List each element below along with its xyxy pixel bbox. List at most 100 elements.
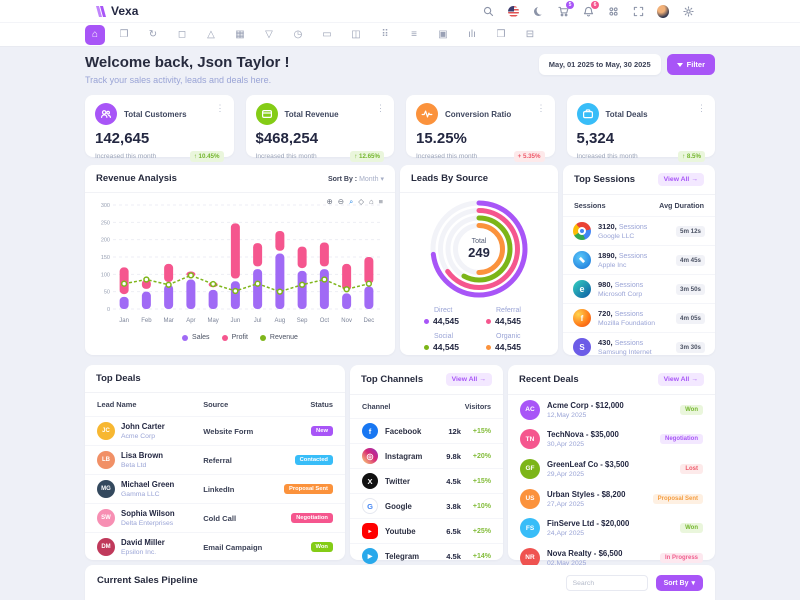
briefcase-icon[interactable]: ◫ [351, 29, 361, 40]
fullscreen-icon[interactable] [632, 5, 644, 17]
stat-card-conversion-ratio: Conversion Ratio ⋮ 15.25% Increased this… [406, 95, 555, 162]
card-menu-icon[interactable]: ⋮ [536, 103, 546, 113]
list-item[interactable]: GF GreenLeaf Co - $3,500 29,Apr 2025 Lost [508, 454, 715, 484]
list-item[interactable]: AC Acme Corp - $12,000 12,May 2025 Won [508, 395, 715, 425]
settings-gear-icon[interactable] [682, 5, 694, 17]
analytics-bars-icon[interactable]: ılı [468, 29, 476, 40]
shapes-icon[interactable]: △ [207, 29, 215, 40]
list-item[interactable]: US Urban Styles - $8,200 27,Apr 2025 Prop… [508, 484, 715, 514]
stat-value: $468,254 [255, 130, 319, 147]
apps-icon[interactable]: ⠿ [381, 29, 389, 40]
archive-icon[interactable]: ⊟ [525, 29, 535, 40]
sessions-column-headers: Sessions Avg Duration [563, 195, 715, 217]
table-row[interactable]: SW Sophia Wilson Delta Enterprises Cold C… [85, 504, 345, 533]
layers-icon[interactable]: ≡ [411, 29, 417, 40]
stat-cards: Total Customers ⋮ 142,645 Increased this… [85, 95, 715, 162]
table-row[interactable]: LB Lisa Brown Beta Ltd Referral Contacted [85, 446, 345, 475]
selection-zoom-icon[interactable]: ⌕ [349, 197, 354, 206]
funnel-icon[interactable]: ▽ [265, 29, 273, 40]
brand-logo[interactable]: Vexa [95, 4, 138, 18]
apps-grid-icon[interactable] [607, 5, 619, 17]
table-row[interactable]: DM David Miller Epsilon Inc. Email Campai… [85, 533, 345, 561]
session-row[interactable]: e 980, Sessions Microsoft Corp 3m 50s [563, 275, 715, 304]
us-flag-icon[interactable] [507, 5, 519, 17]
sort-by-dropdown[interactable]: Sort By : Month ▾ [327, 175, 384, 183]
svg-text:Nov: Nov [341, 318, 352, 324]
twitter-x-icon: X [362, 473, 378, 489]
svg-text:50: 50 [104, 290, 110, 296]
session-row[interactable]: 3120, Sessions Google LLC 5m 12s [563, 217, 715, 246]
reset-home-icon[interactable]: ⌂ [369, 197, 374, 206]
chart-menu-icon[interactable]: ≡ [378, 197, 383, 206]
avatar: GF [520, 458, 540, 479]
status-badge: Negotiation [660, 434, 703, 445]
sort-by-button[interactable]: Sort By ▾ [655, 575, 703, 591]
list-item[interactable]: X Twitter 4.5k +15% [350, 469, 503, 494]
search-input[interactable] [565, 575, 648, 591]
deals-briefcase-icon [576, 103, 599, 125]
dark-mode-moon-icon[interactable] [532, 5, 544, 17]
leads-radial-chart[interactable] [425, 195, 533, 303]
table-row[interactable]: JC John Carter Acme Corp Website Form New [85, 417, 345, 446]
header-actions: 5 6 [482, 1, 694, 18]
session-row[interactable]: S 430, Sessions Samsung Internet 3m 30s [563, 333, 715, 361]
view-all-button[interactable]: View All → [657, 173, 704, 186]
history-clock-icon[interactable]: ◷ [293, 29, 303, 40]
user-avatar[interactable] [657, 4, 669, 18]
calendar-icon[interactable]: ▦ [235, 29, 245, 40]
revenue-analysis-card: Revenue Analysis Sort By : Month ▾ ⊕ ⊖ ⌕ ◇ ⌂… [85, 165, 395, 355]
shopping-bag-icon[interactable]: ◻ [177, 29, 187, 40]
status-badge: Lost [680, 463, 703, 474]
list-item[interactable]: ◎ Instagram 9.8k +20% [350, 444, 503, 469]
refresh-icon[interactable]: ↻ [148, 29, 158, 40]
duration-badge: 4m 45s [676, 254, 705, 266]
welcome-section: Welcome back, Json Taylor ! Track your s… [85, 54, 715, 85]
session-row[interactable]: f 720, Sessions Mozilla Foundation 4m 05… [563, 304, 715, 333]
credit-card-icon[interactable]: ▭ [322, 29, 332, 40]
list-item[interactable]: FS FinServe Ltd - $20,000 24,Apr 2025 Won [508, 513, 715, 543]
date-range-picker[interactable]: May, 01 2025 to May, 30 2025 [538, 54, 661, 75]
filter-button[interactable]: Filter [666, 54, 715, 75]
facebook-icon: f [362, 423, 378, 439]
zoom-in-icon[interactable]: ⊕ [326, 197, 333, 206]
list-item[interactable]: ▸ Youtube 6.5k +25% [350, 519, 503, 544]
search-icon[interactable] [482, 5, 494, 17]
svg-text:100: 100 [101, 272, 110, 278]
pages-icon[interactable]: ❐ [119, 29, 129, 40]
chevron-down-icon: ▾ [380, 175, 384, 183]
widgets-icon[interactable]: ▣ [438, 29, 448, 40]
list-item[interactable]: G Google 3.8k +10% [350, 494, 503, 519]
cart-badge: 5 [566, 1, 574, 9]
card-menu-icon[interactable]: ⋮ [376, 103, 385, 113]
legend-item: Social 44,545 [424, 333, 486, 352]
table-row[interactable]: MG Michael Green Gamma LLC LinkedIn Propo… [85, 475, 345, 504]
zoom-out-icon[interactable]: ⊖ [337, 197, 345, 206]
list-item[interactable]: NR Nova Realty - $6,500 02,May 2025 In Pr… [508, 543, 715, 573]
view-all-button[interactable]: View All → [657, 373, 704, 386]
docs-icon[interactable]: ❒ [496, 29, 506, 40]
revenue-bar-line-chart[interactable]: 0 50 100 150 200 250 300 Jan Feb Mar Apr May Jun Jul A… [93, 197, 385, 327]
view-all-button[interactable]: View All → [445, 373, 492, 386]
stat-card-total-customers: Total Customers ⋮ 142,645 Increased this… [85, 95, 234, 162]
list-item[interactable]: ▶ Telegram 4.5k +14% [350, 544, 503, 568]
cart-icon[interactable]: 5 [557, 1, 574, 17]
session-row[interactable]: 1890, Sessions Apple Inc 4m 45s [563, 246, 715, 275]
card-menu-icon[interactable]: ⋮ [215, 103, 225, 113]
svg-text:Mar: Mar [163, 318, 173, 324]
status-badge: In Progress [659, 552, 703, 563]
instagram-icon: ◎ [362, 448, 378, 464]
home-icon[interactable]: ⌂ [85, 24, 105, 45]
svg-text:200: 200 [101, 238, 110, 244]
trend-badge: ↑ 8.5% [678, 151, 705, 162]
stat-card-total-deals: Total Deals ⋮ 5,324 Increased this month… [566, 95, 715, 162]
stat-value: 142,645 [95, 130, 150, 147]
card-menu-icon[interactable]: ⋮ [697, 103, 706, 113]
duration-badge: 3m 50s [676, 283, 705, 295]
list-item[interactable]: f Facebook 12k +15% [350, 419, 503, 444]
list-item[interactable]: TN TechNova - $35,000 30,Apr 2025 Negotia… [508, 425, 715, 455]
pan-icon[interactable]: ◇ [358, 197, 365, 206]
page-subtitle: Track your sales activity, leads and dea… [85, 75, 272, 85]
status-badge: New [311, 426, 333, 436]
notifications-bell-icon[interactable]: 6 [582, 1, 599, 17]
